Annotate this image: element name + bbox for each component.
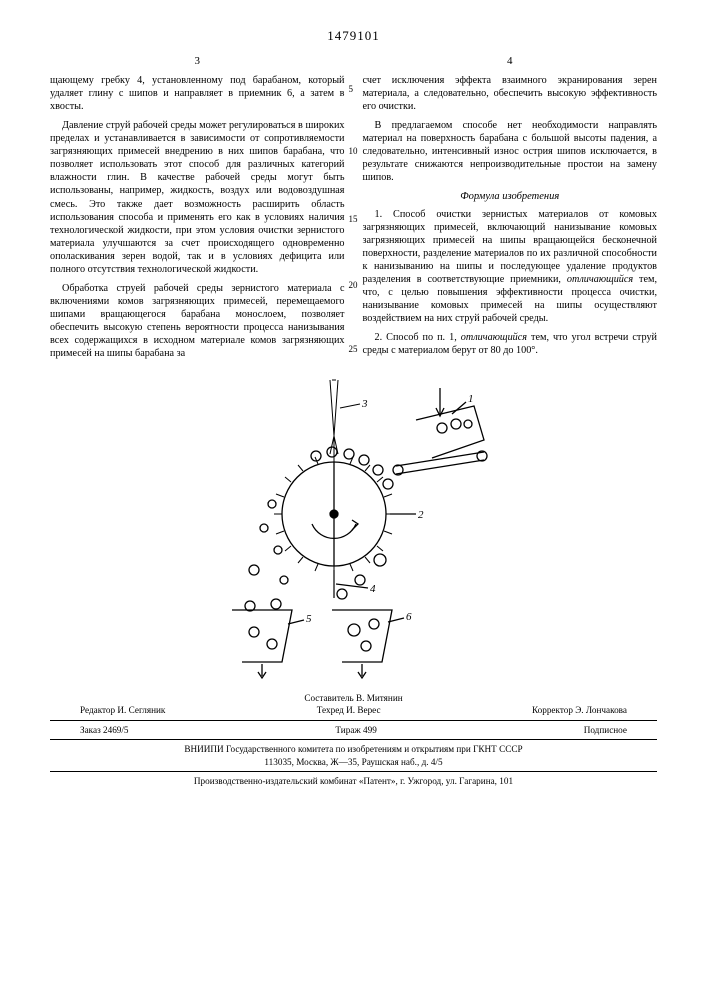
- figure: 3 1: [184, 374, 524, 684]
- document-number: 1479101: [50, 28, 657, 44]
- footer-editor: Редактор И. Сегляник: [80, 704, 165, 716]
- figure-label-3: 3: [361, 398, 368, 410]
- right-page-number: 4: [363, 54, 658, 68]
- footer-order: Заказ 2469/5: [80, 724, 129, 736]
- claim1-em: отличающийся: [567, 274, 633, 285]
- footer-org3: Производственно-издательский комбинат «П…: [50, 775, 657, 787]
- gutter-5: 5: [349, 84, 354, 96]
- figure-label-4: 4: [370, 583, 376, 595]
- gutter-10: 10: [349, 146, 358, 158]
- footer-tirage: Тираж 499: [335, 724, 376, 736]
- figure-label-6: 6: [406, 611, 412, 623]
- right-column: 5 10 15 20 25 4 счет исключения эффекта …: [363, 54, 658, 366]
- right-p1: счет исключения эффекта взаимного экрани…: [363, 74, 658, 113]
- right-p3: 1. Способ очистки зернистых материалов о…: [363, 208, 658, 325]
- footer-composer: Составитель В. Митянин: [50, 692, 657, 704]
- text-columns: 3 щающему гребку 4, установленному под б…: [50, 54, 657, 366]
- claim2-a: 2. Способ по п. 1,: [375, 332, 461, 343]
- figure-svg: 3 1: [184, 374, 524, 684]
- left-p3: Обработка струей рабочей среды зернистог…: [50, 282, 345, 360]
- footer-subscribe: Подписное: [584, 724, 627, 736]
- footer-block: Составитель В. Митянин Редактор И. Сегля…: [50, 692, 657, 788]
- gutter-25: 25: [349, 344, 358, 356]
- left-page-number: 3: [50, 54, 345, 68]
- left-p1: щающему гребку 4, установленному под бар…: [50, 74, 345, 113]
- figure-label-5: 5: [306, 613, 312, 625]
- figure-label-1: 1: [468, 393, 474, 405]
- gutter-15: 15: [349, 214, 358, 226]
- gutter-20: 20: [349, 280, 358, 292]
- right-p2: В предлагаемом способе нет необходимости…: [363, 119, 658, 184]
- footer-org2: 113035, Москва, Ж—35, Раушская наб., д. …: [50, 756, 657, 768]
- claim2-em: отличающийся: [461, 332, 527, 343]
- figure-label-2: 2: [418, 509, 424, 521]
- left-p2: Давление струй рабочей среды может регул…: [50, 119, 345, 276]
- right-p4: 2. Способ по п. 1, отличающийся тем, что…: [363, 331, 658, 357]
- footer-org1: ВНИИПИ Государственного комитета по изоб…: [50, 743, 657, 755]
- footer-corrector: Корректор Э. Лончакова: [532, 704, 627, 716]
- footer-techred: Техред И. Верес: [317, 704, 381, 716]
- left-column: 3 щающему гребку 4, установленному под б…: [50, 54, 345, 366]
- formula-title: Формула изобретения: [363, 190, 658, 203]
